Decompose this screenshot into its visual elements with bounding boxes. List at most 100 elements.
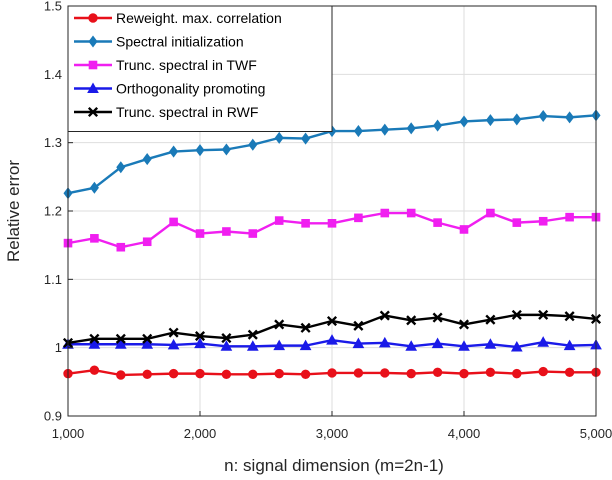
- data-point-diamond: [221, 143, 231, 156]
- legend-item: Orthogonality promoting: [74, 81, 265, 97]
- x-tick-label: 2,000: [184, 426, 217, 441]
- data-point-square: [538, 216, 548, 226]
- data-point-x: [564, 311, 575, 322]
- data-point-square: [88, 60, 98, 70]
- data-point-x: [221, 333, 232, 344]
- data-point-circle: [274, 368, 284, 379]
- data-point-diamond: [142, 153, 152, 166]
- data-point-square: [248, 229, 258, 238]
- legend-item: Spectral initialization: [74, 34, 244, 50]
- data-point-x: [300, 322, 311, 333]
- data-point-circle: [248, 369, 258, 380]
- data-point-square: [459, 225, 469, 234]
- data-point-circle: [327, 368, 337, 378]
- data-point-diamond: [433, 119, 443, 132]
- data-point-diamond: [459, 115, 469, 128]
- data-point-diamond: [88, 35, 98, 48]
- data-point-triangle: [167, 338, 180, 350]
- data-point-square: [327, 219, 337, 228]
- data-point-diamond: [89, 181, 99, 194]
- data-point-x: [168, 327, 179, 338]
- data-point-x: [458, 319, 470, 330]
- x-axis-label: n: signal dimension (m=2n-1): [224, 456, 444, 475]
- axis-ticks: 1,000 2,000 3,000 4,000 5,000 0.9 1 1.1 1.2 1.3 1.…: [44, 0, 612, 441]
- data-point-x: [274, 319, 285, 330]
- data-point-circle: [168, 368, 179, 379]
- data-point-x: [406, 315, 417, 326]
- data-point-triangle: [114, 338, 127, 349]
- data-point-diamond: [406, 122, 416, 135]
- data-point-square: [90, 234, 99, 243]
- data-point-triangle: [458, 340, 470, 351]
- y-tick-label: 1.3: [44, 135, 62, 150]
- data-point-triangle: [537, 336, 550, 347]
- data-point-diamond: [380, 123, 390, 136]
- data-point-circle: [564, 367, 575, 377]
- legend-item: Trunc. spectral in TWF: [74, 57, 257, 73]
- y-tick-label: 1.1: [44, 272, 62, 287]
- data-point-square: [380, 208, 390, 218]
- data-point-square: [169, 217, 178, 227]
- data-point-diamond: [274, 131, 284, 144]
- data-point-triangle: [431, 337, 444, 349]
- data-point-diamond: [195, 144, 205, 157]
- data-point-circle: [221, 369, 232, 380]
- series-layer: [62, 109, 602, 380]
- x-tick-label: 1,000: [52, 426, 85, 441]
- data-point-triangle: [194, 337, 206, 349]
- legend-label: Reweight. max. correlation: [116, 10, 282, 26]
- series-0: [63, 365, 601, 380]
- data-point-triangle: [273, 339, 286, 351]
- data-point-square: [565, 212, 574, 222]
- data-point-circle: [88, 13, 98, 23]
- data-point-circle: [300, 369, 311, 380]
- data-point-x: [353, 320, 364, 331]
- data-point-circle: [89, 365, 100, 375]
- data-point-triangle: [352, 337, 365, 349]
- data-point-triangle: [378, 336, 391, 348]
- y-axis-label: Relative error: [4, 160, 23, 262]
- legend-label: Trunc. spectral in TWF: [116, 57, 257, 73]
- data-point-circle: [512, 368, 522, 379]
- data-point-diamond: [485, 114, 495, 127]
- data-point-diamond: [301, 132, 311, 145]
- series-4: [62, 309, 602, 348]
- data-point-diamond: [248, 138, 258, 151]
- y-tick-label: 1: [55, 340, 62, 355]
- x-tick-label: 3,000: [316, 426, 349, 441]
- data-point-x: [511, 309, 522, 320]
- data-point-triangle: [484, 338, 497, 349]
- series-2: [63, 208, 601, 252]
- data-point-circle: [353, 368, 364, 378]
- data-point-x: [89, 333, 100, 344]
- data-point-x: [485, 314, 496, 325]
- legend-label: Orthogonality promoting: [116, 81, 265, 97]
- data-point-square: [354, 213, 363, 223]
- legend-box: [67, 5, 333, 132]
- data-point-square: [116, 242, 126, 252]
- data-point-circle: [485, 367, 496, 377]
- data-point-x: [142, 333, 153, 344]
- data-point-square: [274, 216, 284, 225]
- data-point-square: [142, 237, 152, 247]
- data-point-x: [538, 309, 549, 320]
- data-point-circle: [459, 368, 469, 379]
- data-point-triangle: [405, 340, 418, 351]
- data-point-circle: [142, 369, 152, 380]
- data-point-triangle: [510, 340, 523, 352]
- data-point-x: [379, 310, 390, 321]
- legend-item: Reweight. max. correlation: [74, 10, 282, 26]
- data-point-x: [194, 331, 206, 342]
- data-point-triangle: [326, 334, 338, 345]
- data-point-circle: [380, 368, 390, 378]
- legend-item: Trunc. spectral in RWF: [74, 104, 258, 120]
- data-point-diamond: [169, 145, 179, 158]
- y-tick-label: 1.5: [44, 0, 62, 14]
- data-point-x: [326, 315, 338, 327]
- legend-label: Trunc. spectral in RWF: [116, 104, 258, 120]
- data-point-circle: [406, 368, 416, 379]
- data-point-square: [195, 229, 205, 238]
- data-point-circle: [116, 370, 126, 380]
- data-point-triangle: [299, 339, 312, 351]
